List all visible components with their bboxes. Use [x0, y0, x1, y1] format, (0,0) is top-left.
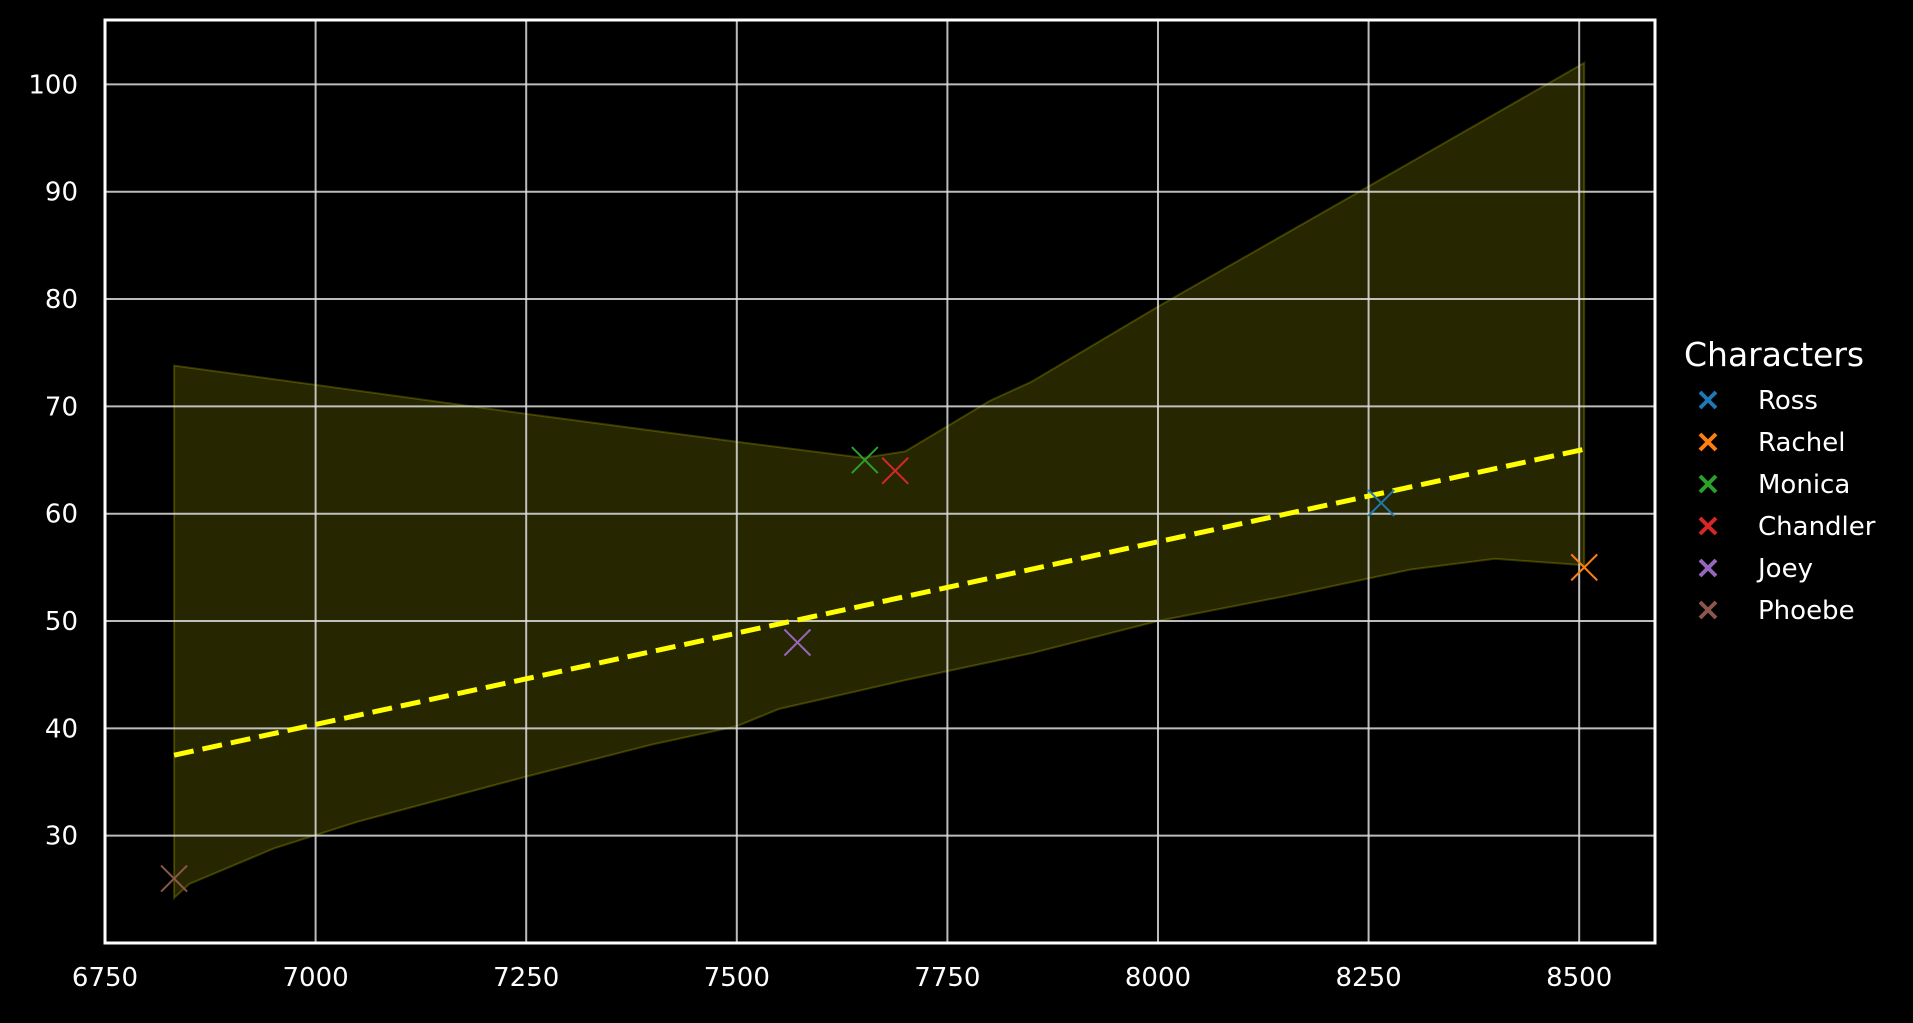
legend-label: Rachel	[1758, 428, 1845, 458]
legend-marker	[1698, 558, 1718, 578]
legend-item-ross: Ross	[1698, 386, 1818, 416]
x-marker-stroke	[783, 628, 812, 657]
x-marker-stroke	[1570, 553, 1598, 582]
x-tick-label: 8000	[1125, 963, 1191, 993]
x-tick-labels: 6750 7000 7250 7500 7750 8000 8250 8500	[72, 963, 1612, 993]
legend-item-monica: Monica	[1698, 470, 1850, 500]
plot-frame	[103, 18, 1657, 945]
legend-label: Monica	[1758, 470, 1850, 500]
legend-label: Chandler	[1758, 512, 1876, 542]
y-tick-label: 90	[45, 178, 78, 208]
y-tick-labels: 30 40 50 60 70 80 90 100	[28, 70, 78, 851]
legend-label: Ross	[1758, 386, 1818, 416]
x-tick-label: 8500	[1546, 963, 1612, 993]
legend-marker	[1698, 432, 1718, 452]
y-tick-label: 100	[28, 70, 78, 100]
y-tick-label: 40	[45, 714, 78, 744]
legend-item-rachel: Rachel	[1698, 428, 1845, 458]
legend-label: Joey	[1756, 554, 1813, 584]
x-tick-label: 8250	[1336, 963, 1402, 993]
y-tick-label: 60	[45, 500, 78, 530]
points-layer	[160, 446, 1598, 893]
y-tick-label: 70	[45, 392, 78, 422]
x-tick-label: 7750	[914, 963, 980, 993]
grid-layer	[105, 20, 1655, 943]
legend-marker	[1698, 474, 1718, 494]
data-point-monica	[851, 446, 879, 474]
legend-title: Characters	[1684, 335, 1864, 374]
trendline	[173, 446, 1585, 758]
y-tick-label: 50	[45, 607, 78, 637]
data-point-phoebe	[160, 864, 188, 893]
y-tick-label: 80	[45, 285, 78, 315]
data-point-ross	[1367, 489, 1395, 517]
legend: Characters Ross Rachel Monica Chandler Joey P…	[1684, 335, 1876, 626]
x-marker-stroke	[881, 457, 909, 485]
legend-item-chandler: Chandler	[1698, 512, 1876, 542]
x-marker-stroke	[160, 864, 188, 893]
legend-item-phoebe: Phoebe	[1698, 596, 1855, 626]
x-marker-stroke	[1367, 489, 1395, 517]
data-point-joey	[783, 628, 812, 657]
legend-marker	[1698, 516, 1718, 536]
x-tick-label: 6750	[72, 963, 138, 993]
legend-marker	[1698, 390, 1718, 410]
x-tick-label: 7000	[283, 963, 349, 993]
legend-item-joey: Joey	[1698, 554, 1813, 584]
x-marker-stroke	[851, 446, 879, 474]
x-tick-label: 7500	[704, 963, 770, 993]
x-tick-label: 7250	[493, 963, 559, 993]
trendline-layer	[173, 446, 1585, 758]
data-point-chandler	[881, 457, 909, 485]
legend-marker	[1698, 600, 1718, 620]
y-tick-label: 30	[45, 822, 78, 852]
data-point-rachel	[1570, 553, 1598, 582]
legend-label: Phoebe	[1758, 596, 1855, 626]
